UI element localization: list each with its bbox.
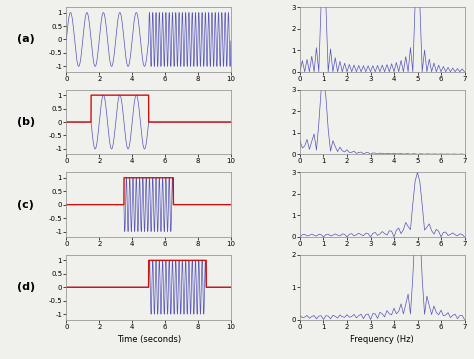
Text: (b): (b) — [17, 117, 35, 127]
Text: (a): (a) — [17, 34, 35, 45]
Text: (c): (c) — [17, 200, 34, 210]
X-axis label: Time (seconds): Time (seconds) — [117, 335, 181, 344]
X-axis label: Frequency (Hz): Frequency (Hz) — [350, 335, 414, 344]
Text: (d): (d) — [17, 282, 35, 292]
